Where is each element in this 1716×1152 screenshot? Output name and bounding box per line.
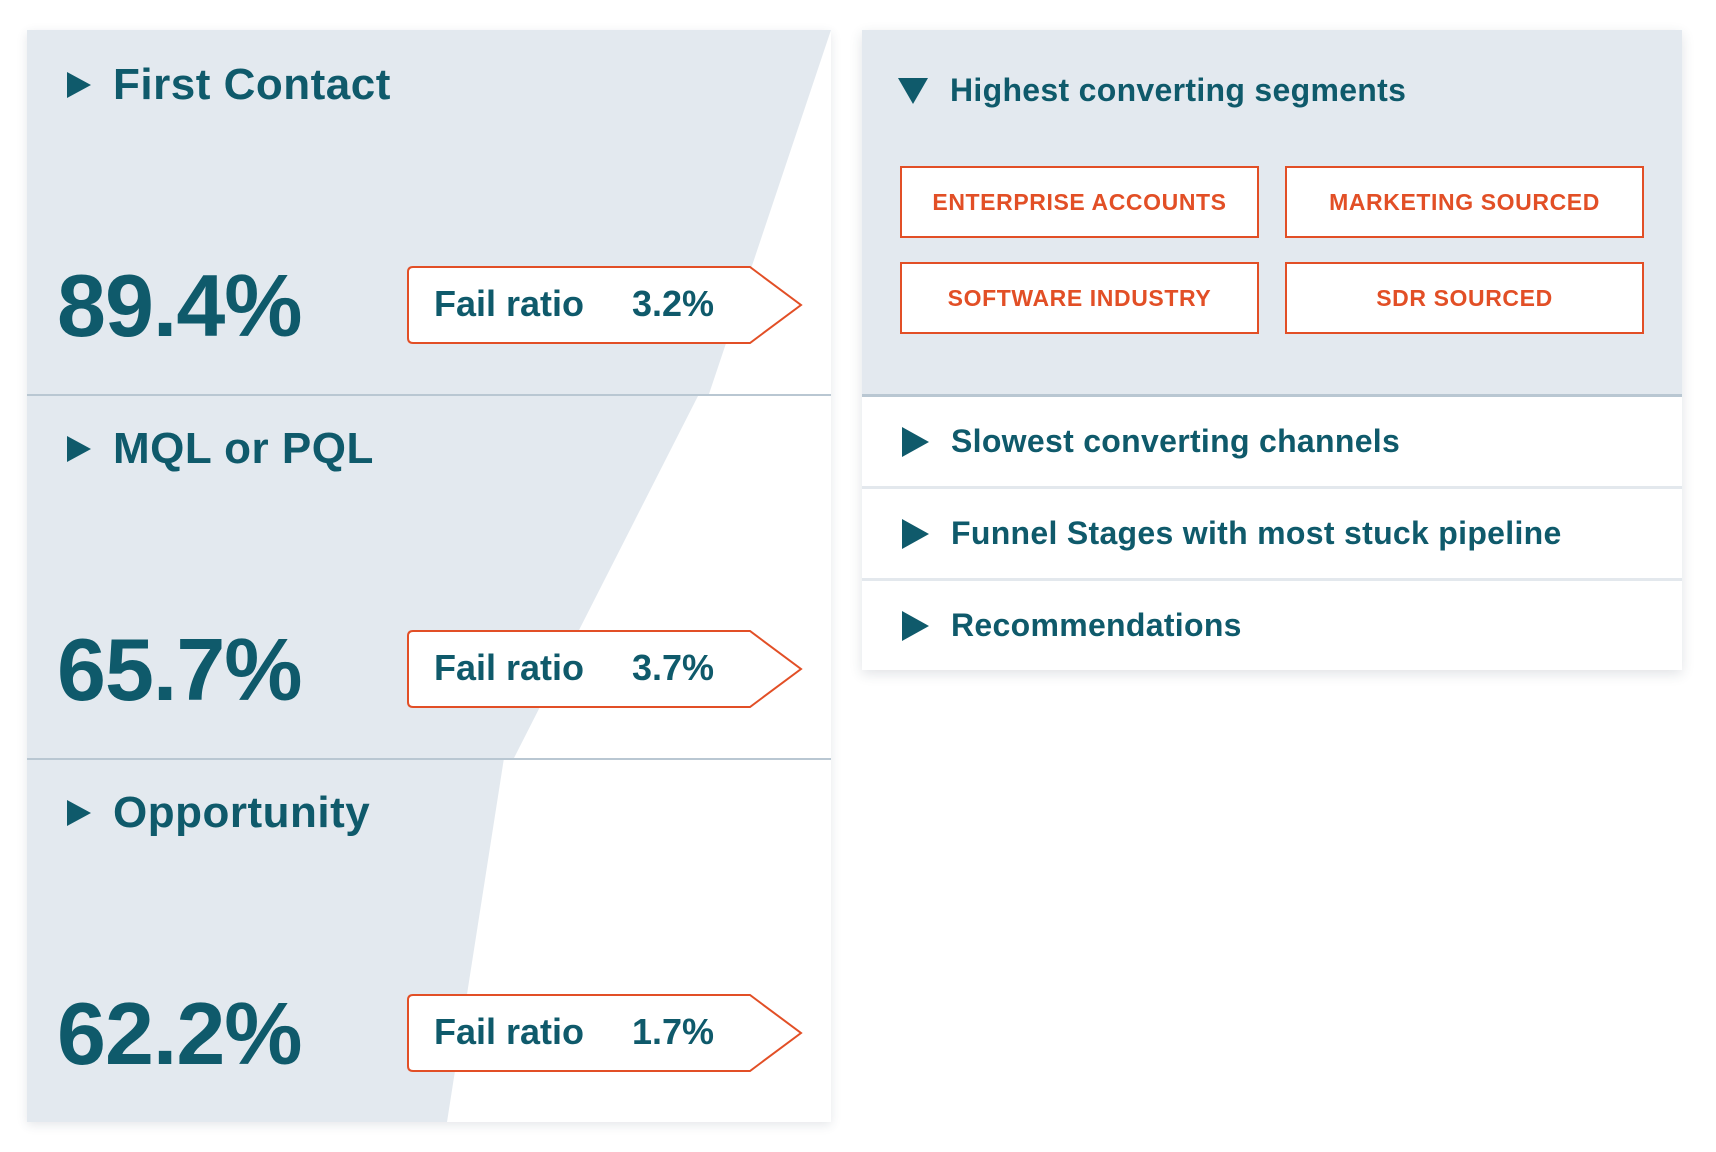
tag-arrow-outline xyxy=(407,630,803,708)
stage-title[interactable]: Opportunity xyxy=(67,788,370,838)
stage-title-label: MQL or PQL xyxy=(113,424,374,473)
triangle-right-icon xyxy=(67,72,91,98)
stage-title[interactable]: First Contact xyxy=(67,60,391,110)
funnel-stage-first-contact[interactable]: First Contact 89.4% Fail ratio 3.2% xyxy=(27,30,831,394)
accordion-header-label: Slowest converting channels xyxy=(951,423,1401,459)
stage-title[interactable]: MQL or PQL xyxy=(67,424,374,474)
stage-title-label: First Contact xyxy=(113,60,391,109)
tag-arrow-outline xyxy=(407,266,803,344)
accordion-header-label: Funnel Stages with most stuck pipeline xyxy=(951,515,1562,551)
funnel-stage-opportunity[interactable]: Opportunity 62.2% Fail ratio 1.7% xyxy=(27,758,831,1122)
accordion-header-recommendations[interactable]: Recommendations xyxy=(862,581,1682,670)
segment-tag-marketing-sourced[interactable]: MARKETING SOURCED xyxy=(1285,166,1644,238)
triangle-right-icon xyxy=(902,518,929,549)
accordion-header-label: Highest converting segments xyxy=(950,72,1407,108)
fail-ratio-label: Fail ratio xyxy=(434,283,585,324)
segment-tags: ENTERPRISE ACCOUNTS MARKETING SOURCED SO… xyxy=(900,166,1644,334)
funnel-stage-mql-or-pql[interactable]: MQL or PQL 65.7% Fail ratio 3.7% xyxy=(27,394,831,758)
stage-divider xyxy=(27,758,831,760)
triangle-right-icon xyxy=(902,426,929,457)
conversion-percent: 65.7% xyxy=(57,620,303,719)
accordion-header-slowest-channels[interactable]: Slowest converting channels xyxy=(862,397,1682,489)
stage-divider xyxy=(27,394,831,396)
accordion-header-highest-converting[interactable]: Highest converting segments xyxy=(898,72,1406,109)
segment-tag-sdr-sourced[interactable]: SDR SOURCED xyxy=(1285,262,1644,334)
insights-accordion: Highest converting segments ENTERPRISE A… xyxy=(862,30,1682,670)
fail-ratio-value: 1.7% xyxy=(632,1011,715,1052)
triangle-right-icon xyxy=(902,610,929,641)
funnel-card: First Contact 89.4% Fail ratio 3.2% MQL … xyxy=(27,30,831,1122)
fail-ratio-value: 3.7% xyxy=(632,647,715,688)
triangle-right-icon xyxy=(67,436,91,462)
triangle-right-icon xyxy=(67,800,91,826)
fail-ratio-label: Fail ratio xyxy=(434,647,585,688)
tag-arrow-outline xyxy=(407,994,803,1072)
fail-ratio-tag: Fail ratio 3.2% xyxy=(407,266,831,344)
fail-ratio-tag: Fail ratio 1.7% xyxy=(407,994,831,1072)
segment-tag-enterprise-accounts[interactable]: ENTERPRISE ACCOUNTS xyxy=(900,166,1259,238)
accordion-header-label: Recommendations xyxy=(951,607,1242,643)
accordion-section-highest-converting: Highest converting segments ENTERPRISE A… xyxy=(862,30,1682,397)
fail-ratio-value: 3.2% xyxy=(632,283,715,324)
fail-ratio-label: Fail ratio xyxy=(434,1011,585,1052)
fail-ratio-tag: Fail ratio 3.7% xyxy=(407,630,831,708)
conversion-percent: 89.4% xyxy=(57,256,303,355)
accordion-header-stuck-pipeline[interactable]: Funnel Stages with most stuck pipeline xyxy=(862,489,1682,581)
triangle-down-icon xyxy=(898,77,928,104)
conversion-percent: 62.2% xyxy=(57,984,303,1083)
stage-title-label: Opportunity xyxy=(113,788,371,837)
segment-tag-software-industry[interactable]: SOFTWARE INDUSTRY xyxy=(900,262,1259,334)
